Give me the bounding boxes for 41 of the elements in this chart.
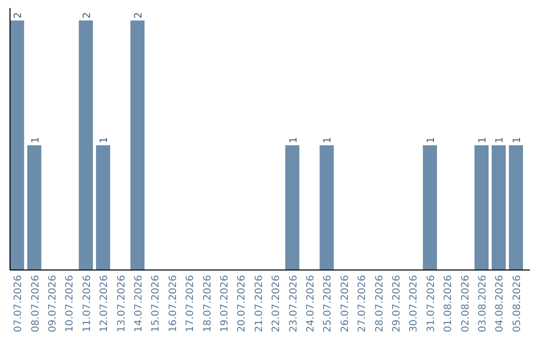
x-tick-label: 21.07.2026 [254, 275, 265, 332]
data-label: 1 [288, 136, 300, 144]
x-tick-label: 08.07.2026 [30, 275, 42, 332]
x-tick-label: 01.08.2026 [443, 275, 454, 332]
x-tick-label: 23.07.2026 [288, 275, 300, 332]
x-tick-label: 02.08.2026 [460, 275, 472, 332]
x-tick-label: 28.07.2026 [374, 275, 386, 332]
x-tick-label: 26.07.2026 [340, 275, 351, 332]
data-label: 1 [30, 136, 42, 144]
x-tick-label: 17.07.2026 [185, 275, 196, 332]
x-tick-label: 30.07.2026 [408, 275, 420, 332]
x-tick-label: 16.07.2026 [168, 275, 179, 332]
x-tick-label: 25.07.2026 [322, 275, 334, 332]
x-tick-label: 07.07.2026 [13, 275, 24, 332]
x-tick-label: 18.07.2026 [202, 275, 214, 332]
data-label: 1 [426, 136, 437, 144]
x-tick-label: 10.07.2026 [64, 275, 76, 332]
x-tick-label: 12.07.2026 [99, 275, 110, 332]
data-label: 1 [512, 136, 523, 144]
x-tick-label: 03.08.2026 [478, 275, 489, 332]
data-label: 1 [322, 136, 334, 144]
x-tick-label: 27.07.2026 [357, 275, 368, 332]
x-tick-label: 15.07.2026 [150, 275, 162, 332]
x-tick-label: 31.07.2026 [426, 275, 437, 332]
x-tick-label: 13.07.2026 [116, 275, 128, 332]
data-label: 2 [133, 12, 144, 18]
x-tick-label: 19.07.2026 [219, 275, 230, 332]
x-tick-label: 09.07.2026 [47, 275, 58, 332]
x-tick-label: 04.08.2026 [494, 275, 506, 332]
x-tick-label: 11.07.2026 [82, 275, 93, 332]
data-label: 1 [99, 136, 110, 144]
data-label: 1 [494, 136, 506, 144]
data-label: 1 [478, 136, 489, 144]
data-label: 2 [82, 12, 93, 18]
data-label: 2 [13, 12, 24, 18]
x-tick-label: 05.08.2026 [512, 275, 523, 332]
x-tick-label: 20.07.2026 [236, 275, 248, 332]
x-tick-label: 22.07.2026 [271, 275, 282, 332]
x-tick-label: 14.07.2026 [133, 275, 144, 332]
x-tick-label: 24.07.2026 [306, 275, 317, 332]
x-tick-label: 29.07.2026 [392, 275, 403, 332]
